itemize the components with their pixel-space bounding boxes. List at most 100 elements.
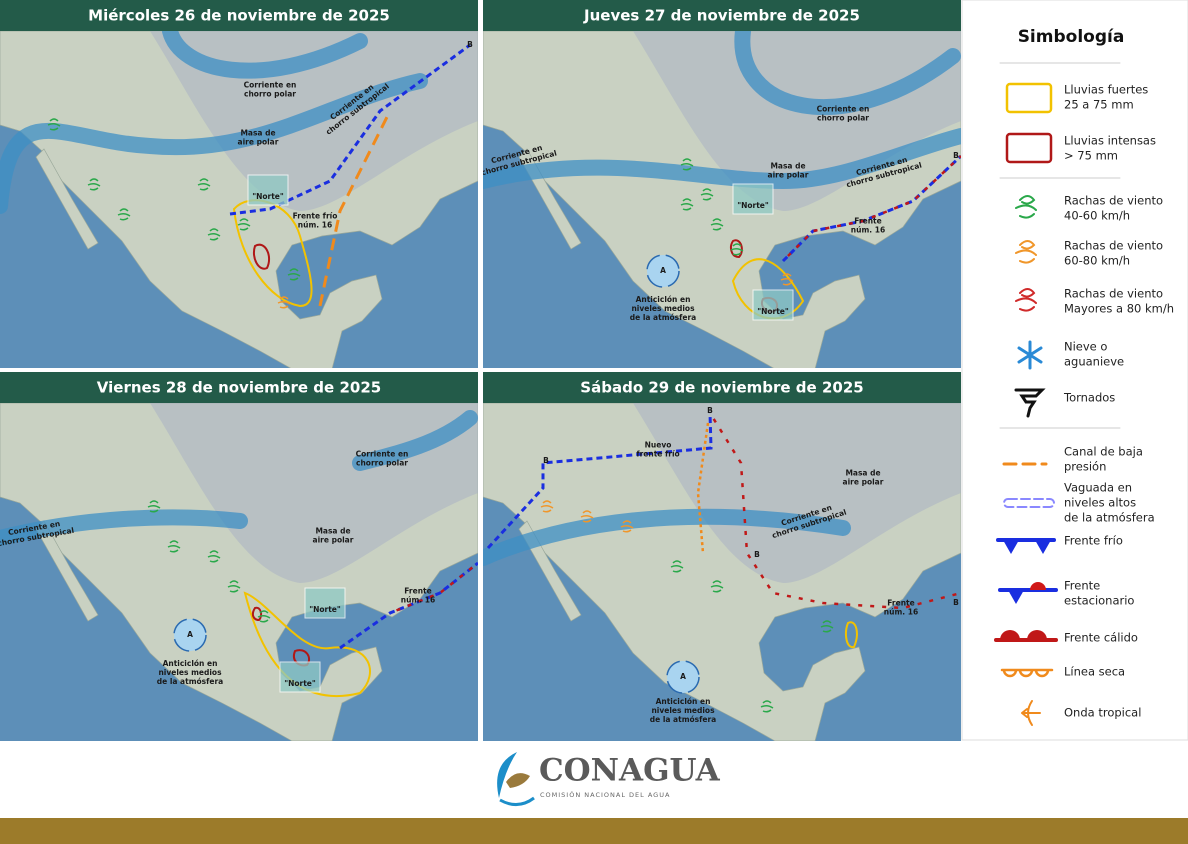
- map-label: B: [953, 151, 959, 160]
- legend-label: Rachas de viento: [1064, 194, 1163, 208]
- label-line: "Norte": [252, 192, 284, 201]
- jet-stream: [483, 128, 961, 190]
- legend-label: Tornados: [1063, 391, 1115, 405]
- legend-title: Simbología: [1018, 27, 1125, 47]
- label-line: Masa de: [845, 469, 880, 478]
- panel-header: [0, 0, 478, 31]
- map-label: A: [680, 672, 686, 681]
- jet-stream: [162, 31, 368, 79]
- legend-label: 40-60 km/h: [1064, 209, 1130, 223]
- wind-gust-icon: [147, 500, 161, 513]
- norte-arrow: [752, 289, 794, 321]
- label-line: niveles medios: [158, 668, 222, 677]
- label-line: Frente frío: [293, 212, 338, 221]
- wind-gust-icon: [760, 700, 774, 713]
- legend-icons: [994, 62, 1121, 726]
- legend-label: estacionario: [1064, 594, 1134, 608]
- legend-label: Vaguada en: [1064, 481, 1132, 495]
- map-label: Frente núm. 16: [851, 217, 885, 235]
- label-line: de la atmósfera: [650, 715, 717, 724]
- wind-gust-icon: [540, 500, 554, 513]
- label-line: A: [187, 630, 193, 639]
- map-label: B: [543, 456, 549, 465]
- label-line: aire polar: [768, 171, 809, 180]
- label-line: B: [543, 456, 549, 465]
- legend-label: Lluvias intensas: [1064, 134, 1156, 148]
- map-label: "Norte": [284, 679, 316, 688]
- panel-header: [483, 372, 961, 403]
- map-label: Corriente en chorro polar: [817, 105, 870, 123]
- map-label: Frente núm. 16: [884, 599, 918, 617]
- wind-gust-icon: [730, 243, 744, 256]
- label-line: B: [754, 550, 760, 559]
- jet-stream: [352, 410, 478, 471]
- map-label: Masa de aire polar: [313, 527, 354, 545]
- label-line: aire polar: [313, 536, 354, 545]
- forecast-panel: Viernes 28 de noviembre de 2025 Corriente…: [0, 372, 478, 741]
- legend-label: Onda tropical: [1064, 706, 1141, 720]
- map-label: "Norte": [737, 201, 769, 210]
- label-line: núm. 16: [401, 596, 435, 605]
- norte-arrow: [279, 661, 321, 693]
- wind-gust-icon: [197, 178, 211, 191]
- wind-gust-icon: [237, 218, 251, 231]
- label-line: B: [467, 40, 473, 49]
- label-line: Corriente en: [356, 450, 409, 459]
- label-line: Corriente en: [244, 81, 297, 90]
- wind-gust-icon: [710, 580, 724, 593]
- cold-front: [339, 561, 478, 650]
- map-label: Corriente en chorro polar: [356, 450, 409, 468]
- label-line: Masa de: [240, 129, 275, 138]
- wind-gust-icon: [287, 268, 301, 281]
- map-label: Nuevo frente frío: [636, 441, 679, 459]
- label-line: Frente: [404, 587, 431, 596]
- polar-air-mass: [633, 31, 961, 211]
- label-line: núm. 16: [884, 608, 918, 617]
- label-line: Masa de: [770, 162, 805, 171]
- wind-gust-icon: [167, 540, 181, 553]
- panel-title: Sábado 29 de noviembre de 2025: [580, 379, 863, 397]
- map-body: Corriente enchorro subtropicalCorriente …: [483, 31, 961, 368]
- wind-gust-icon: [207, 550, 221, 563]
- legend-label: Línea seca: [1064, 665, 1125, 679]
- panel-title: Miércoles 26 de noviembre de 2025: [88, 7, 390, 25]
- map-label: "Norte": [309, 605, 341, 614]
- legend-label: aguanieve: [1064, 355, 1124, 369]
- cold-front: [486, 412, 713, 550]
- label-line: "Norte": [284, 679, 316, 688]
- label-line: niveles medios: [651, 706, 715, 715]
- label-line: B: [953, 151, 959, 160]
- label-line: B: [707, 406, 713, 415]
- legend-label: niveles altos: [1064, 496, 1136, 510]
- label-line: Corriente en: [817, 105, 870, 114]
- legend-label: Frente frío: [1064, 534, 1123, 548]
- map-label: Masa de aire polar: [768, 162, 809, 180]
- label-line: de la atmósfera: [630, 313, 697, 322]
- map-label: "Norte": [757, 307, 789, 316]
- wind-gust-icon: [670, 560, 684, 573]
- map-label: B: [707, 406, 713, 415]
- wind-gust-icon: [257, 610, 271, 623]
- low-pressure-trough: [318, 110, 392, 307]
- legend-label: Rachas de viento: [1064, 287, 1163, 301]
- wind-gust-icon: [207, 228, 221, 241]
- label-line: A: [680, 672, 686, 681]
- footer-bar: [0, 818, 1188, 844]
- label-line: "Norte": [309, 605, 341, 614]
- map-label: Frente frío núm. 16: [293, 212, 338, 230]
- wind-gust-icon: [47, 118, 61, 131]
- map-label: Frente núm. 16: [401, 587, 435, 605]
- forecast-panel: Jueves 27 de noviembre de 2025 Corriente …: [483, 0, 961, 368]
- legend-label: Frente: [1064, 579, 1100, 593]
- legend-label: 60-80 km/h: [1064, 254, 1130, 268]
- baja-peninsula: [35, 148, 99, 250]
- label-line: chorro polar: [817, 114, 869, 123]
- norte-arrow: [247, 174, 289, 206]
